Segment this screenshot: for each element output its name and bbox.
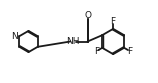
Text: N: N (11, 32, 18, 41)
Text: NH: NH (66, 37, 79, 46)
Text: O: O (84, 11, 91, 20)
Text: F: F (94, 47, 99, 56)
Text: F: F (111, 17, 116, 26)
Text: F: F (128, 47, 133, 56)
